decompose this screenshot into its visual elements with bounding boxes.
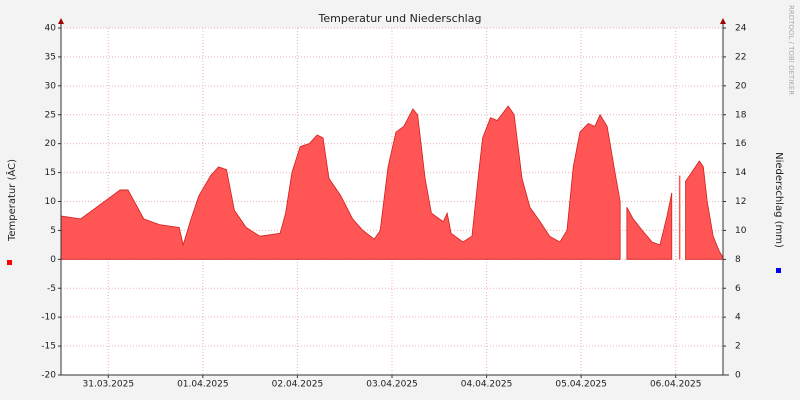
y-tick-label: -15	[41, 342, 56, 352]
x-tick-label: 06.04.2025	[650, 380, 702, 390]
y2-tick-label: 18	[735, 110, 747, 120]
y-tick-label: 10	[45, 197, 57, 207]
y2-tick-label: 12	[735, 197, 746, 207]
chart-title: Temperatur und Niederschlag	[318, 12, 482, 25]
y-tick-label: -20	[41, 371, 56, 381]
y-tick-label: 25	[45, 110, 56, 120]
y-tick-label: 20	[45, 139, 57, 149]
y2-tick-label: 6	[735, 284, 741, 294]
x-tick-label: 03.04.2025	[366, 380, 418, 390]
x-tick-label: 04.04.2025	[461, 380, 513, 390]
area	[60, 105, 621, 260]
watermark: RRDTOOL / TOBI OETIKER	[787, 5, 795, 95]
y2-tick-label: 20	[735, 81, 747, 91]
y2-tick-label: 10	[735, 226, 747, 236]
x-tick-label: 01.04.2025	[177, 380, 229, 390]
y2-tick-label: 4	[735, 313, 741, 323]
y-tick-label: 0	[50, 255, 56, 265]
y-tick-label: 5	[50, 226, 56, 236]
y-axis-label: Temperatur (ÂC)	[5, 159, 18, 242]
y-tick-label: -5	[47, 284, 56, 294]
y2-tick-label: 24	[735, 24, 747, 34]
plot	[60, 27, 724, 376]
y2-tick-label: 2	[735, 342, 741, 352]
legend-marker	[776, 268, 781, 273]
y-tick-label: 30	[45, 81, 57, 91]
y2-tick-label: 8	[735, 255, 741, 265]
y2-tick-label: 22	[735, 52, 746, 62]
x-tick-label: 31.03.2025	[83, 380, 135, 390]
y2-tick-label: 16	[735, 139, 747, 149]
y2-tick-label: 14	[735, 168, 747, 178]
x-tick-label: 02.04.2025	[272, 380, 324, 390]
y-tick-label: 15	[45, 168, 56, 178]
y-tick-label: 40	[45, 24, 57, 34]
y-tick-label: 35	[45, 52, 56, 62]
y2-axis-label: Niederschlag (mm)	[773, 152, 784, 248]
legend-marker	[7, 260, 12, 265]
area	[626, 192, 673, 260]
x-tick-label: 05.04.2025	[555, 380, 607, 390]
y-tick-label: -10	[41, 313, 56, 323]
y2-tick-label: 0	[735, 371, 741, 381]
